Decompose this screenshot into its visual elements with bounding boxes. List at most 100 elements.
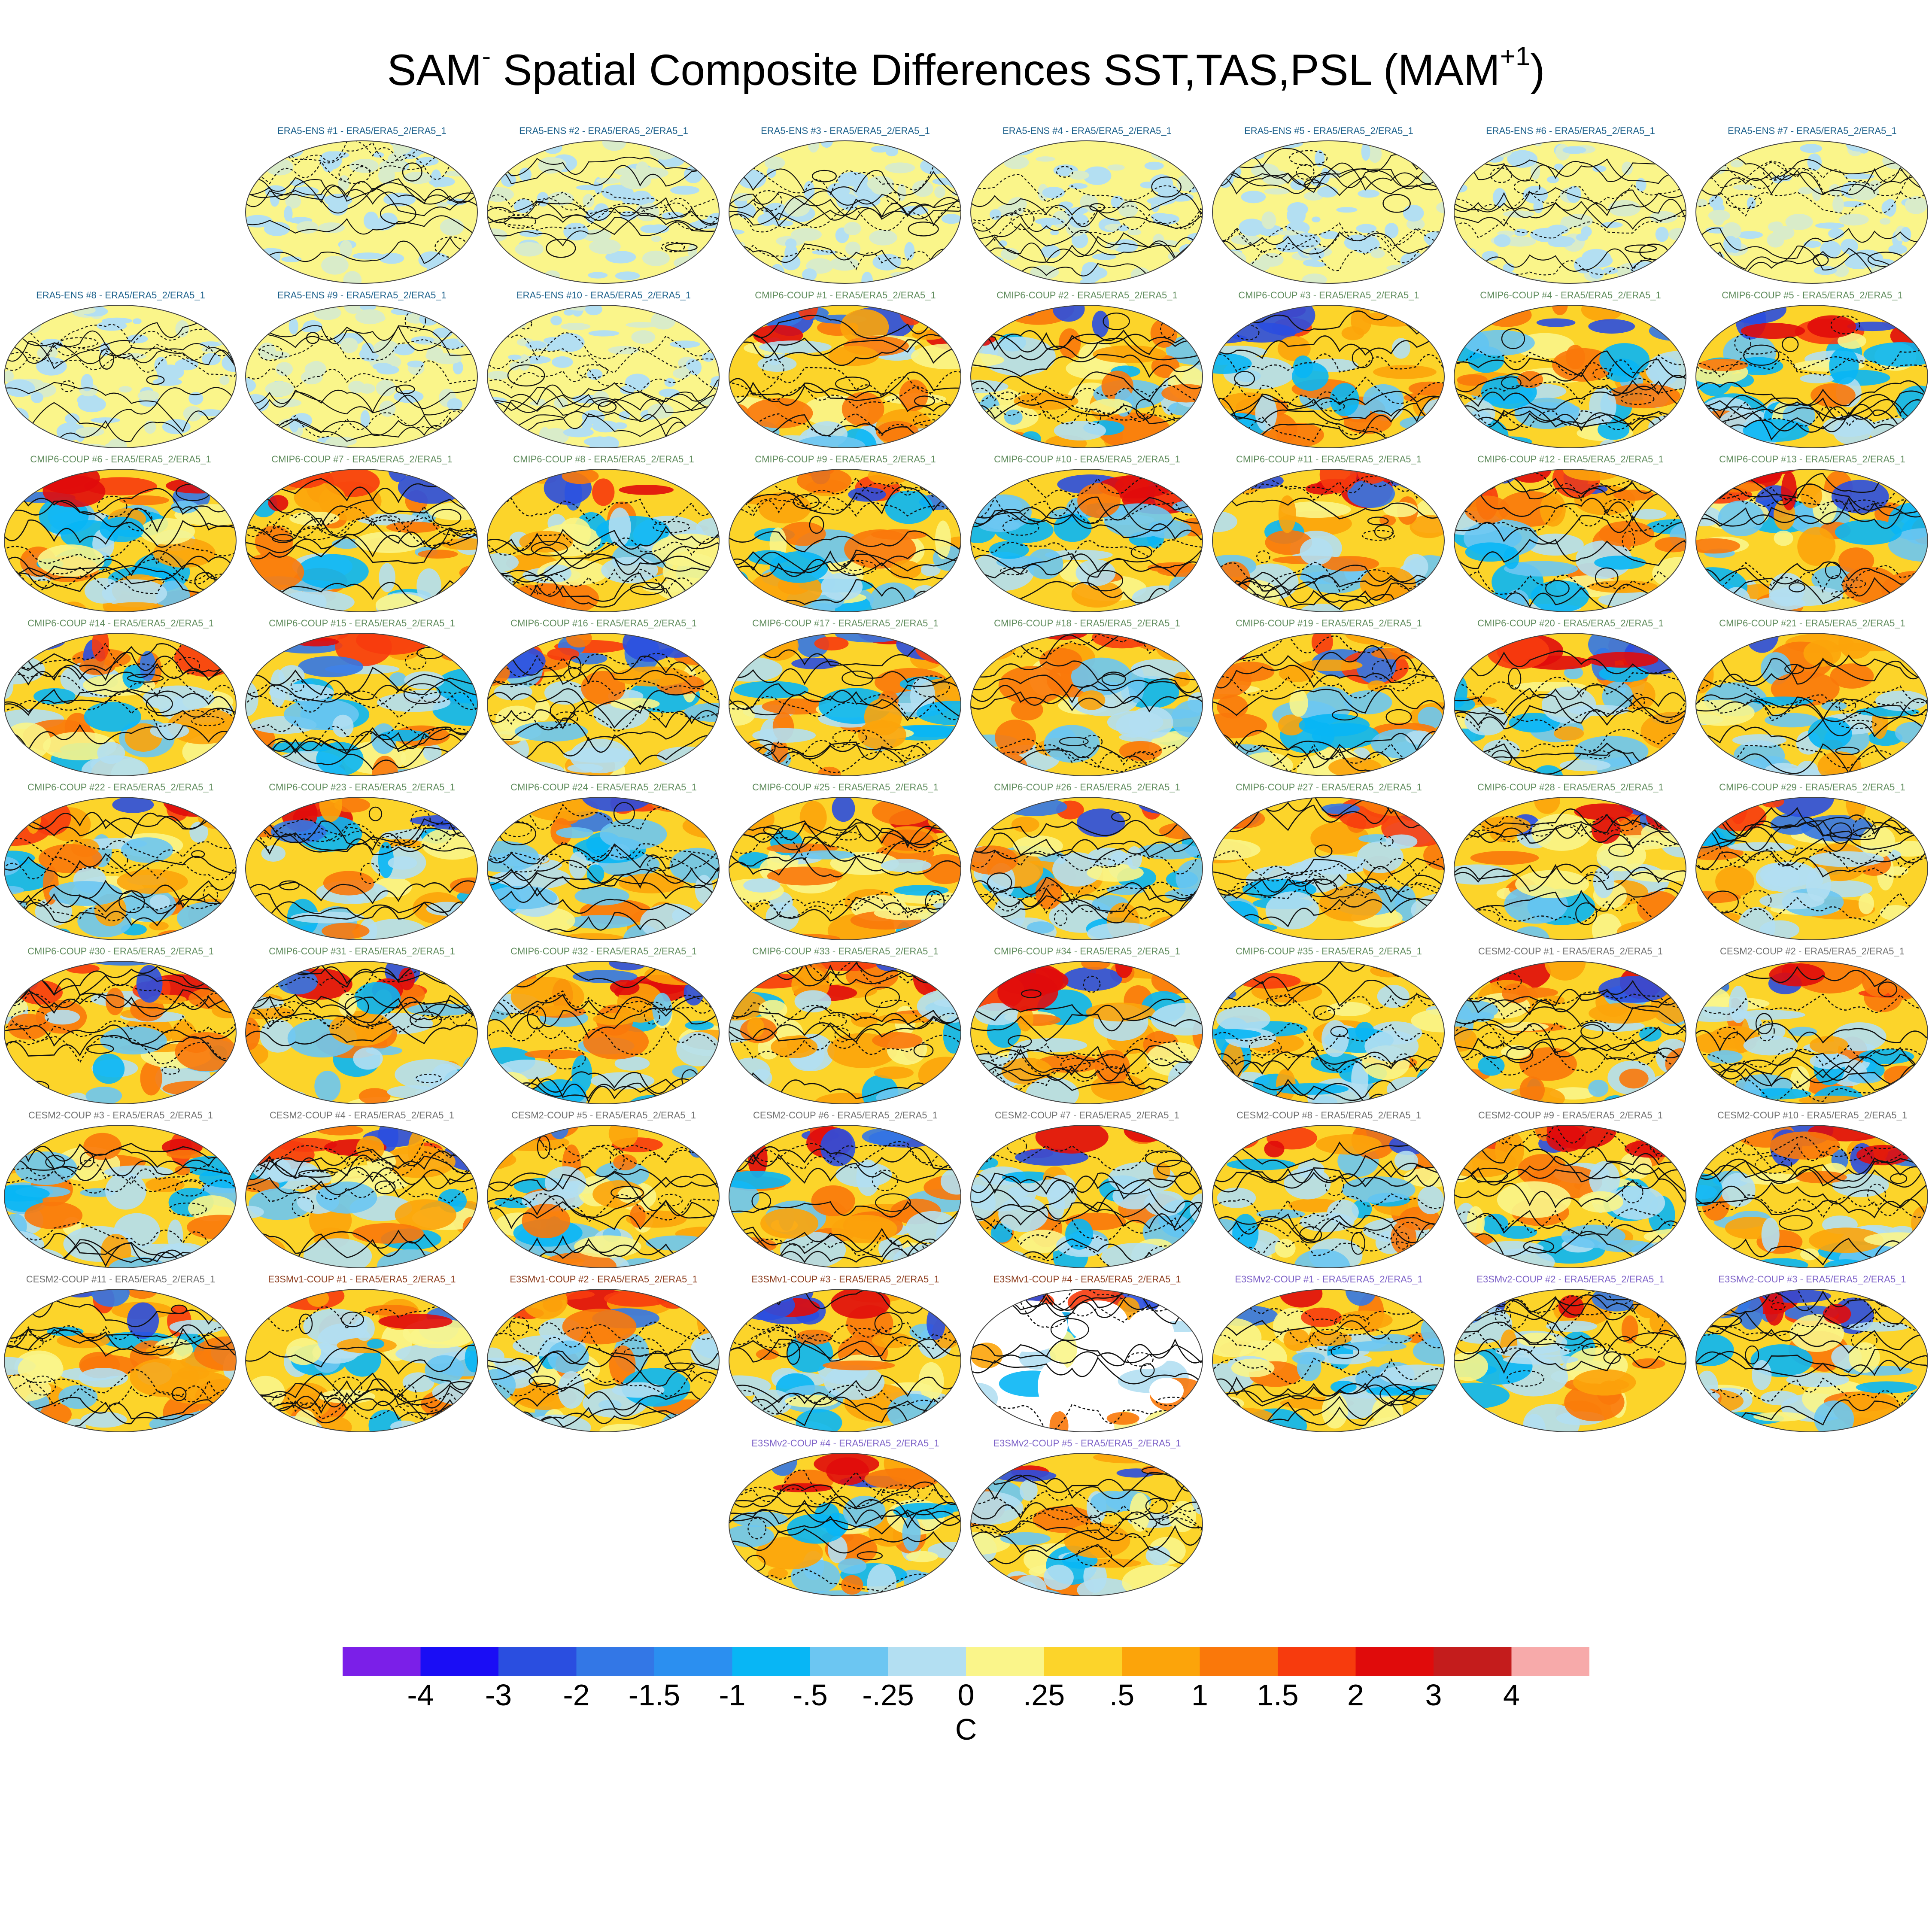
anomaly-patch bbox=[1654, 277, 1673, 283]
anomaly-patch bbox=[1154, 1084, 1203, 1104]
map-border bbox=[487, 1125, 720, 1268]
anomaly-patch bbox=[264, 222, 290, 236]
anomaly-patch bbox=[1679, 141, 1686, 148]
global-map bbox=[1212, 305, 1445, 448]
colorbar-swatch bbox=[888, 1647, 966, 1676]
anomaly-patch bbox=[588, 272, 608, 279]
anomaly-patch bbox=[1050, 230, 1059, 236]
anomaly-patch bbox=[936, 1221, 956, 1250]
global-map bbox=[1454, 961, 1686, 1104]
anomaly-patch bbox=[684, 703, 719, 722]
psl-contour bbox=[1575, 902, 1597, 925]
global-map bbox=[970, 1453, 1203, 1596]
anomaly-patch bbox=[1696, 1173, 1723, 1206]
anomaly-patch bbox=[602, 141, 626, 151]
colorbar-swatch bbox=[1044, 1647, 1122, 1676]
anomaly-patch bbox=[840, 194, 858, 211]
map-panel: CMIP6-COUP #31 - ERA5/ERA5_2/ERA5_1 bbox=[241, 945, 483, 1108]
map-border bbox=[1454, 140, 1686, 284]
anomaly-patch bbox=[91, 1289, 130, 1307]
map-panel: ERA5-ENS #8 - ERA5/ERA5_2/ERA5_1 bbox=[0, 289, 241, 452]
psl-contour bbox=[246, 1378, 477, 1406]
anomaly-patch bbox=[1454, 806, 1483, 820]
anomaly-patch bbox=[303, 320, 322, 333]
psl-contour bbox=[487, 871, 719, 901]
psl-contour bbox=[86, 1044, 114, 1054]
map-border bbox=[487, 961, 720, 1104]
psl-contour bbox=[1696, 561, 1928, 591]
anomaly-patch bbox=[1417, 1186, 1444, 1215]
anomaly-patch bbox=[522, 1203, 571, 1238]
anomaly-patch bbox=[948, 262, 961, 273]
anomaly-patch bbox=[1562, 146, 1586, 154]
anomaly-patch bbox=[1224, 266, 1237, 283]
panel-label: CESM2-COUP #6 - ERA5/ERA5_2/ERA5_1 bbox=[753, 1110, 938, 1121]
anomaly-patch bbox=[1213, 901, 1259, 936]
anomaly-patch bbox=[515, 242, 544, 257]
anomaly-patch bbox=[1231, 234, 1261, 245]
anomaly-patch bbox=[1536, 318, 1576, 327]
panel-label: CMIP6-COUP #19 - ERA5/ERA5_2/ERA5_1 bbox=[1236, 618, 1422, 629]
psl-contour bbox=[1696, 355, 1928, 377]
psl-contour bbox=[832, 730, 867, 745]
anomaly-patch bbox=[30, 392, 43, 403]
anomaly-patch bbox=[729, 1171, 791, 1189]
psl-contour bbox=[971, 691, 1203, 716]
psl-contour bbox=[1212, 1045, 1444, 1075]
panel-label: CESM2-COUP #1 - ERA5/ERA5_2/ERA5_1 bbox=[1478, 946, 1663, 957]
panel-label: CMIP6-COUP #16 - ERA5/ERA5_2/ERA5_1 bbox=[510, 618, 697, 629]
anomaly-patch bbox=[24, 1201, 83, 1230]
psl-contour bbox=[4, 488, 236, 515]
psl-contour bbox=[487, 1315, 719, 1341]
psl-contour bbox=[971, 173, 1203, 203]
psl-contour bbox=[487, 390, 719, 413]
psl-contour bbox=[279, 880, 300, 890]
psl-contour bbox=[487, 1329, 719, 1357]
anomaly-patch bbox=[1643, 1289, 1686, 1308]
panel-label: CMIP6-COUP #10 - ERA5/ERA5_2/ERA5_1 bbox=[994, 454, 1180, 465]
anomaly-patch bbox=[289, 511, 340, 526]
anomaly-patch bbox=[612, 1382, 665, 1398]
psl-contour bbox=[1454, 887, 1686, 913]
anomaly-patch bbox=[1343, 1341, 1407, 1352]
panel-label: CESM2-COUP #8 - ERA5/ERA5_2/ERA5_1 bbox=[1236, 1110, 1421, 1121]
anomaly-patch bbox=[1223, 251, 1246, 268]
anomaly-patch bbox=[640, 225, 661, 233]
psl-contour bbox=[971, 210, 1203, 241]
anomaly-patch bbox=[286, 1338, 321, 1365]
anomaly-patch bbox=[121, 837, 173, 863]
anomaly-patch bbox=[1475, 1257, 1498, 1267]
anomaly-patch bbox=[255, 416, 264, 425]
anomaly-patch bbox=[450, 911, 477, 940]
global-map bbox=[4, 305, 237, 448]
anomaly-patch bbox=[9, 305, 30, 312]
anomaly-patch bbox=[4, 761, 27, 772]
anomaly-patch bbox=[1815, 222, 1845, 229]
anomaly-patch bbox=[1900, 227, 1911, 242]
psl-contour bbox=[971, 877, 1203, 905]
panel-label: CESM2-COUP #2 - ERA5/ERA5_2/ERA5_1 bbox=[1720, 946, 1905, 957]
anomaly-patch bbox=[998, 240, 1007, 247]
anomaly-patch bbox=[737, 1290, 795, 1321]
psl-contour bbox=[971, 1356, 1203, 1385]
psl-contour bbox=[554, 711, 578, 726]
anomaly-patch bbox=[1327, 1002, 1371, 1016]
map-border bbox=[1212, 1125, 1445, 1268]
psl-contour bbox=[1212, 227, 1444, 253]
anomaly-patch bbox=[379, 252, 404, 264]
anomaly-patch bbox=[1069, 183, 1088, 189]
psl-contour bbox=[1763, 161, 1787, 181]
anomaly-patch bbox=[1552, 348, 1614, 382]
map-panel: CMIP6-COUP #16 - ERA5/ERA5_2/ERA5_1 bbox=[483, 617, 724, 780]
anomaly-patch bbox=[911, 141, 922, 155]
psl-contour bbox=[1696, 1349, 1928, 1377]
psl-contour bbox=[1089, 203, 1105, 212]
psl-contour bbox=[1696, 847, 1928, 878]
psl-contour bbox=[971, 1202, 1203, 1230]
anomaly-patch bbox=[642, 250, 670, 266]
anomaly-patch bbox=[1321, 556, 1379, 571]
anomaly-patch bbox=[325, 437, 349, 448]
psl-contour bbox=[1608, 844, 1634, 857]
panel-label: CMIP6-COUP #31 - ERA5/ERA5_2/ERA5_1 bbox=[269, 946, 455, 957]
psl-contour bbox=[1696, 1063, 1928, 1091]
